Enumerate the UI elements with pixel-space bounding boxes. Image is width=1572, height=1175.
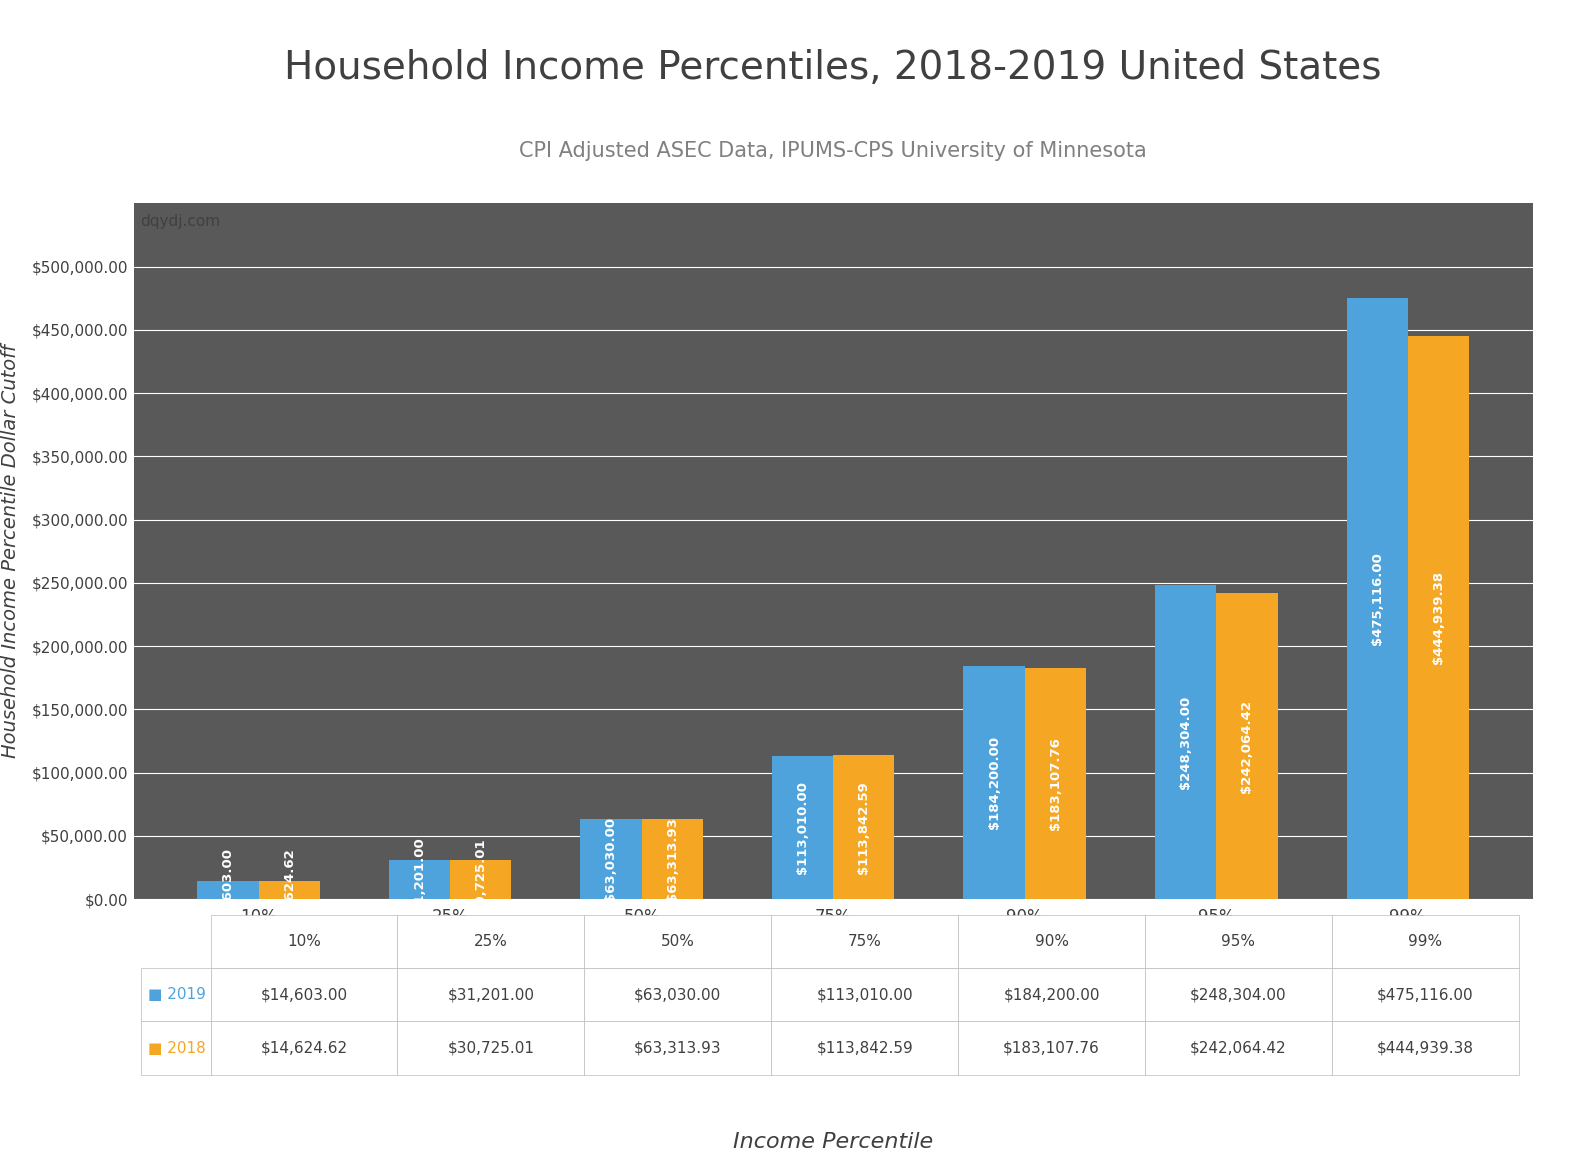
Text: $63,313.93: $63,313.93 xyxy=(667,818,679,901)
Text: $248,304.00: $248,304.00 xyxy=(1179,696,1192,788)
Text: $31,201.00: $31,201.00 xyxy=(413,838,426,921)
Text: $63,030.00: $63,030.00 xyxy=(605,818,618,901)
Text: $113,842.59: $113,842.59 xyxy=(857,781,871,873)
Bar xyxy=(196,881,258,899)
Bar xyxy=(1409,336,1470,899)
Bar xyxy=(450,860,511,899)
Bar xyxy=(1155,585,1217,899)
Text: $242,064.42: $242,064.42 xyxy=(1240,699,1253,793)
Text: $444,939.38: $444,939.38 xyxy=(1432,571,1445,664)
Bar xyxy=(1217,593,1278,899)
Text: CPI Adjusted ASEC Data, IPUMS-CPS University of Minnesota: CPI Adjusted ASEC Data, IPUMS-CPS Univer… xyxy=(519,141,1148,161)
Bar xyxy=(772,757,833,899)
Bar xyxy=(258,881,319,899)
Y-axis label: Household Income Percentile Dollar Cutoff: Household Income Percentile Dollar Cutof… xyxy=(2,344,20,758)
Text: $113,010.00: $113,010.00 xyxy=(795,781,810,874)
Text: $184,200.00: $184,200.00 xyxy=(987,736,1000,830)
Text: $14,624.62: $14,624.62 xyxy=(283,848,296,932)
Bar xyxy=(1025,667,1086,899)
Text: dqydj.com: dqydj.com xyxy=(140,214,220,229)
Text: $14,603.00: $14,603.00 xyxy=(222,848,234,932)
Text: $30,725.01: $30,725.01 xyxy=(475,838,487,921)
Bar xyxy=(1347,298,1409,899)
Bar xyxy=(580,819,641,899)
Text: Household Income Percentiles, 2018-2019 United States: Household Income Percentiles, 2018-2019 … xyxy=(285,48,1382,87)
Bar xyxy=(388,860,450,899)
Text: $183,107.76: $183,107.76 xyxy=(1049,737,1061,830)
Text: $475,116.00: $475,116.00 xyxy=(1371,552,1383,645)
Bar xyxy=(833,756,894,899)
Bar xyxy=(964,666,1025,899)
Bar xyxy=(641,819,703,899)
Text: Income Percentile: Income Percentile xyxy=(733,1133,934,1153)
